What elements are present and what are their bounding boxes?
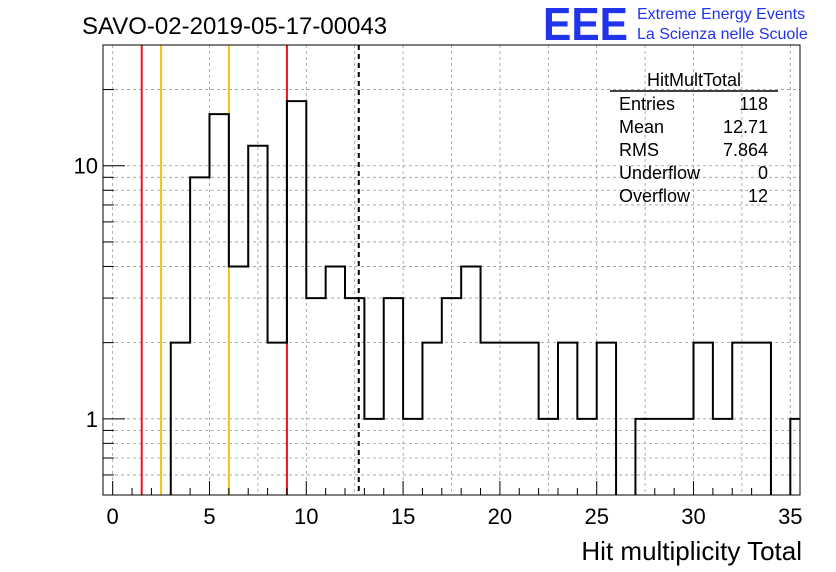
histogram-bin: [481, 343, 500, 495]
histogram-bin: [248, 146, 267, 495]
histogram-bin: [500, 343, 519, 495]
x-tick-label: 35: [778, 504, 802, 529]
histogram-bin: [442, 298, 461, 495]
histogram-outline: [169, 100, 800, 495]
histogram-bin: [674, 419, 693, 495]
histogram-bin: [461, 266, 480, 495]
x-axis-title: Hit multiplicity Total: [581, 536, 802, 566]
histogram-bin: [790, 419, 800, 495]
plot-frame: [102, 44, 801, 496]
histogram-bin: [268, 343, 287, 495]
y-tick-label: 1: [86, 407, 98, 432]
stats-value: 118: [739, 94, 768, 114]
stats-label: RMS: [619, 140, 659, 160]
histogram-bin: [403, 419, 422, 495]
x-tick-label: 10: [294, 504, 318, 529]
stats-rows: Entries 118 Mean 12.71 RMS 7.864 Underflow 0 Ove…: [619, 94, 768, 206]
stats-label: Mean: [619, 117, 664, 137]
histogram-bin: [635, 419, 654, 495]
histogram-bin: [732, 343, 751, 495]
histogram-bin: [422, 343, 441, 495]
logo-line-2: La Scienza nelle Scuole: [637, 26, 808, 43]
histogram-bin: [171, 343, 190, 495]
stats-name: HitMultTotal: [647, 70, 741, 90]
histogram-bin: [345, 298, 364, 495]
histogram-bin: [209, 114, 228, 495]
eee-logo: EEE Extreme Energy Events La Scienza nel…: [543, 0, 808, 50]
stats-box: HitMultTotal Entries 118 Mean 12.71 RMS 7.864…: [610, 70, 778, 206]
stats-value: 7.864: [723, 140, 768, 160]
histogram-bin: [655, 419, 674, 495]
stats-value: 0: [758, 163, 768, 183]
chart-title: SAVO-02-2019-05-17-00043: [82, 13, 387, 40]
histogram-bin: [287, 101, 306, 495]
logo-line-1: Extreme Energy Events: [637, 6, 805, 23]
logo-mark: EEE: [543, 0, 628, 50]
x-tick-label: 15: [391, 504, 415, 529]
histogram-bin: [752, 343, 771, 495]
histogram-bin: [519, 343, 538, 495]
y-tick-label: 10: [74, 154, 98, 179]
histogram-bin: [558, 343, 577, 495]
axes: 0 5 10 15 20 25 30 35 1 10: [74, 44, 803, 529]
stats-label: Entries: [619, 94, 675, 114]
histogram-bin: [326, 266, 345, 495]
histogram-bin: [229, 266, 248, 495]
histogram-bin: [306, 298, 325, 495]
histogram-bin: [694, 343, 713, 495]
stats-value: 12.71: [723, 117, 768, 137]
x-tick-label: 5: [203, 504, 215, 529]
stats-label: Underflow: [619, 163, 701, 183]
histogram-bin: [597, 343, 616, 495]
histogram-bin: [190, 177, 209, 495]
histogram-bin: [713, 419, 732, 495]
stats-label: Overflow: [619, 186, 691, 206]
x-tick-label: 20: [488, 504, 512, 529]
x-tick-label: 25: [584, 504, 608, 529]
histogram-bin: [364, 419, 383, 495]
histogram-bin: [539, 419, 558, 495]
x-tick-label: 0: [107, 504, 119, 529]
stats-value: 12: [748, 186, 768, 206]
histogram-bin: [384, 298, 403, 495]
histogram-bins: [169, 100, 800, 495]
histogram-bin: [577, 419, 596, 495]
x-tick-label: 30: [681, 504, 705, 529]
